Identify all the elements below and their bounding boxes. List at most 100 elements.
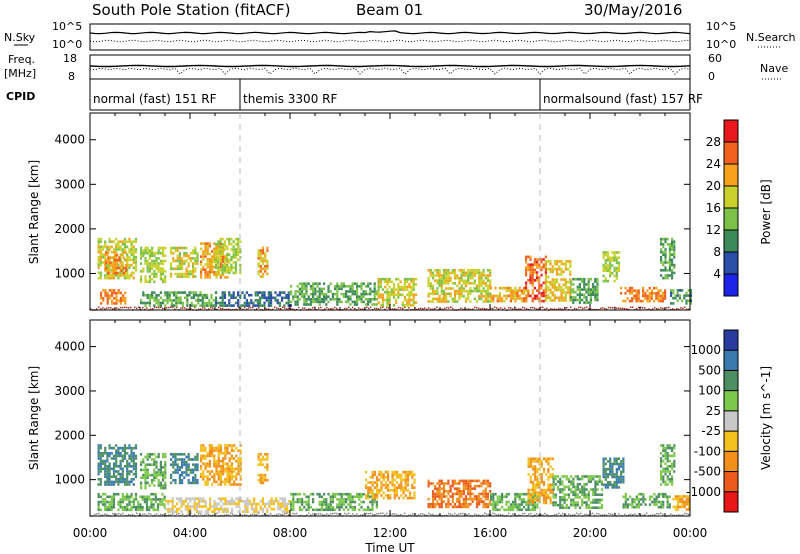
data-cell	[570, 298, 573, 302]
data-cell	[206, 265, 209, 269]
data-cell	[266, 514, 268, 516]
data-cell	[664, 292, 667, 295]
data-cell	[622, 503, 625, 506]
data-cell	[286, 507, 289, 511]
data-cell	[502, 514, 504, 516]
data-cell	[529, 273, 532, 277]
data-cell	[187, 481, 190, 485]
data-cell	[471, 276, 474, 280]
data-cell	[162, 280, 165, 284]
data-cell	[427, 282, 430, 285]
data-cell	[583, 501, 586, 504]
data-cell	[250, 299, 253, 302]
data-cell	[177, 299, 180, 302]
data-cell	[200, 242, 203, 245]
data-cell	[328, 308, 330, 310]
data-cell	[382, 473, 385, 476]
data-cell	[594, 293, 597, 297]
data-cell	[194, 275, 197, 278]
data-cell	[602, 473, 605, 476]
data-cell	[371, 476, 374, 479]
data-cell	[219, 467, 222, 471]
data-cell	[518, 514, 520, 516]
data-cell	[283, 507, 286, 511]
data-cell	[104, 256, 107, 259]
data-cell	[395, 301, 398, 304]
data-cell	[569, 265, 572, 268]
data-cell	[611, 465, 614, 468]
data-cell	[387, 470, 390, 474]
data-cell	[447, 479, 450, 483]
data-cell	[685, 291, 688, 295]
data-cell	[529, 496, 532, 500]
data-cell	[112, 500, 116, 504]
data-cell	[209, 505, 212, 508]
data-cell	[164, 481, 167, 485]
data-cell	[394, 308, 396, 310]
data-cell	[507, 294, 510, 298]
data-cell	[552, 485, 555, 489]
data-cell	[117, 248, 120, 251]
data-cell	[164, 466, 167, 469]
data-cell	[391, 481, 394, 484]
data-cell	[217, 263, 220, 267]
data-cell	[219, 478, 222, 481]
data-cell	[431, 271, 435, 275]
data-cell	[480, 282, 483, 285]
data-cell	[148, 264, 151, 268]
data-cell	[386, 288, 389, 291]
data-cell	[213, 502, 216, 506]
data-cell	[119, 274, 122, 277]
data-cell	[204, 510, 207, 513]
data-cell	[194, 473, 197, 477]
data-cell	[551, 270, 554, 274]
data-cell	[449, 490, 452, 493]
data-cell	[611, 264, 614, 267]
data-cell	[578, 288, 581, 291]
data-cell	[404, 473, 407, 476]
data-cell	[635, 297, 638, 300]
data-cell	[115, 294, 118, 297]
data-cell	[602, 470, 605, 474]
data-cell	[130, 306, 132, 309]
data-cell	[228, 258, 231, 262]
data-cell	[596, 298, 599, 302]
data-cell	[219, 446, 222, 450]
data-cell	[336, 292, 339, 296]
data-cell	[327, 295, 330, 298]
data-cell	[377, 290, 380, 294]
data-cell	[566, 307, 568, 309]
data-cell	[104, 449, 107, 452]
data-cell	[671, 274, 674, 277]
data-cell	[338, 300, 341, 304]
data-cell	[536, 457, 539, 461]
data-cell	[525, 266, 528, 269]
data-cell	[646, 299, 649, 303]
data-cell	[316, 285, 319, 288]
data-cell	[602, 457, 605, 461]
data-cell	[155, 264, 158, 268]
data-cell	[551, 278, 554, 281]
data-cell	[540, 460, 543, 463]
data-cell	[164, 453, 167, 456]
data-cell	[172, 267, 175, 271]
data-cell	[563, 506, 566, 509]
data-cell	[314, 287, 317, 291]
data-cell	[615, 467, 618, 471]
data-cell	[157, 262, 160, 265]
data-cell	[164, 304, 167, 307]
data-cell	[349, 298, 352, 301]
data-cell	[126, 306, 128, 309]
data-cell	[431, 284, 435, 288]
data-cell	[288, 514, 290, 516]
data-cell	[150, 513, 152, 515]
data-cell	[552, 483, 555, 486]
data-cell	[484, 276, 487, 280]
data-cell	[512, 503, 515, 506]
data-cell	[187, 468, 190, 472]
data-cell	[531, 268, 534, 272]
data-cell	[492, 492, 495, 496]
data-cell	[215, 263, 218, 267]
data-cell	[570, 283, 573, 286]
data-cell	[578, 306, 580, 309]
